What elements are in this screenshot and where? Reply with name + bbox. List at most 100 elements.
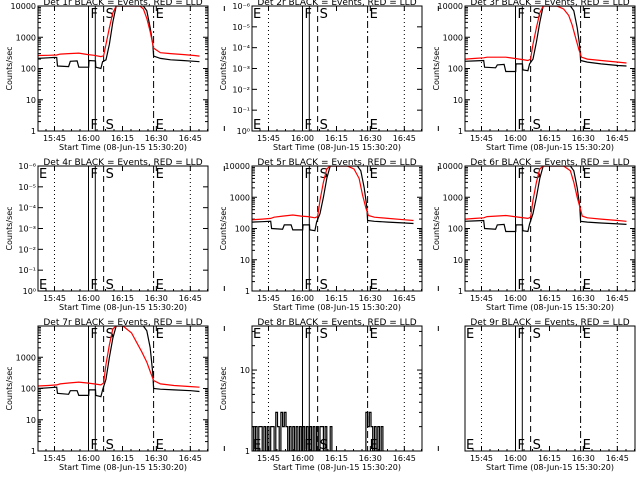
series-events <box>252 411 385 451</box>
marker-label: F <box>304 278 311 293</box>
x-tick-label: 16:15 <box>111 454 134 463</box>
series-lld <box>465 166 627 222</box>
x-tick-label: 16:45 <box>179 454 202 463</box>
x-tick-label: 16:45 <box>179 294 202 303</box>
x-tick-label: 15:45 <box>257 294 280 303</box>
marker-label: E <box>253 118 261 133</box>
x-axis-label: Start Time (08-Jun-15 15:30:20) <box>59 303 187 312</box>
x-tick-label: 16:45 <box>393 454 416 463</box>
y-tick-label: 10⁻⁵ <box>232 23 250 32</box>
y-tick-label: 10⁻⁴ <box>232 44 250 53</box>
marker-label: E <box>583 7 591 22</box>
x-tick-label: 16:00 <box>504 134 527 143</box>
x-tick-label: 16:45 <box>606 134 629 143</box>
y-tick-label: 10⁻² <box>18 245 36 254</box>
series-events <box>252 166 414 232</box>
y-tick-label: 10⁻¹ <box>232 106 250 115</box>
x-tick-label: 16:00 <box>291 134 314 143</box>
y-tick-label: 10000 <box>225 162 250 171</box>
panel-title: Det 9r BLACK = Events, RED = LLD <box>470 318 629 328</box>
y-axis-label: Counts/sec <box>219 366 228 410</box>
marker-label: E <box>370 327 378 342</box>
plot-frame <box>37 5 209 132</box>
x-tick-label: 16:00 <box>291 454 314 463</box>
x-tick-label: 15:45 <box>43 134 66 143</box>
plot-frame <box>37 325 209 452</box>
marker-label: E <box>370 7 378 22</box>
x-tick-label: 16:00 <box>291 294 314 303</box>
x-tick-label: 16:30 <box>572 134 595 143</box>
marker-label: F <box>517 327 524 342</box>
marker-label: F <box>517 7 524 22</box>
x-tick-label: 16:00 <box>77 294 100 303</box>
x-tick-label: 16:15 <box>111 134 134 143</box>
marker-label: E <box>156 278 164 293</box>
x-tick-label: 16:45 <box>393 134 416 143</box>
y-tick-label: 10 <box>240 366 250 375</box>
plot-frame <box>251 325 423 452</box>
x-axis-label: Start Time (08-Jun-15 15:30:20) <box>273 303 401 312</box>
x-tick-label: 16:15 <box>325 134 348 143</box>
plot-frame <box>464 165 636 292</box>
panel-title: Det 5r BLACK = Events, RED = LLD <box>257 158 416 168</box>
y-tick-label: 1000 <box>443 33 463 42</box>
x-tick-label: 15:45 <box>470 134 493 143</box>
x-tick-label: 16:30 <box>572 294 595 303</box>
y-tick-label: 10⁰ <box>237 127 250 136</box>
marker-label: S <box>106 278 114 293</box>
detector-panel-1: Det 1r BLACK = Events, RED = LLDFFSSEE11… <box>5 0 225 152</box>
y-tick-label: 10⁻¹ <box>18 266 36 275</box>
y-tick-label: 10⁻³ <box>232 65 250 74</box>
marker-label: F <box>90 167 97 182</box>
y-tick-label: 10⁻² <box>232 85 250 94</box>
x-tick-label: 16:30 <box>572 454 595 463</box>
series-events <box>38 326 200 398</box>
x-axis-label: Start Time (08-Jun-15 15:30:20) <box>486 463 614 472</box>
series-lld <box>465 6 627 64</box>
x-axis-label: Start Time (08-Jun-15 15:30:20) <box>273 143 401 152</box>
x-tick-label: 15:45 <box>257 454 280 463</box>
marker-label: E <box>253 327 261 342</box>
marker-label: S <box>106 118 114 133</box>
marker-label: E <box>583 278 591 293</box>
marker-label: S <box>106 327 114 342</box>
x-tick-label: 16:00 <box>77 454 100 463</box>
detector-panel-8: Det 8r BLACK = Events, RED = LLDEEFFSSEE… <box>219 318 439 472</box>
x-axis-label: Start Time (08-Jun-15 15:30:20) <box>273 463 401 472</box>
series-events <box>465 166 627 233</box>
panel-title: Det 1r BLACK = Events, RED = LLD <box>43 0 202 8</box>
y-tick-label: 1000 <box>230 193 250 202</box>
x-axis-label: Start Time (08-Jun-15 15:30:20) <box>486 143 614 152</box>
y-tick-label: 10⁻⁵ <box>18 183 36 192</box>
y-tick-label: 10000 <box>438 2 463 11</box>
marker-label: E <box>39 167 47 182</box>
marker-label: E <box>583 167 591 182</box>
marker-label: S <box>106 438 114 453</box>
marker-label: F <box>304 7 311 22</box>
x-tick-label: 16:30 <box>359 454 382 463</box>
x-tick-label: 15:45 <box>43 454 66 463</box>
panel-title: Det 3r BLACK = Events, RED = LLD <box>470 0 629 8</box>
marker-label: E <box>466 327 474 342</box>
marker-label: S <box>320 7 328 22</box>
marker-label: F <box>90 7 97 22</box>
y-tick-label: 10⁻⁶ <box>18 162 36 171</box>
plot-frame <box>251 5 423 132</box>
detector-panel-6: Det 6r BLACK = Events, RED = LLDFFSSEE11… <box>432 158 636 312</box>
series-lld <box>38 326 200 388</box>
marker-label: F <box>517 118 524 133</box>
marker-label: S <box>533 7 541 22</box>
x-tick-label: 16:30 <box>145 294 168 303</box>
marker-label: E <box>583 327 591 342</box>
x-axis-label: Start Time (08-Jun-15 15:30:20) <box>59 463 187 472</box>
marker-label: E <box>253 7 261 22</box>
marker-label: F <box>304 118 311 133</box>
marker-label: E <box>156 167 164 182</box>
x-tick-label: 16:00 <box>77 134 100 143</box>
y-tick-label: 10 <box>26 96 36 105</box>
y-tick-label: 100 <box>448 225 463 234</box>
marker-label: E <box>583 118 591 133</box>
y-tick-label: 10 <box>453 96 463 105</box>
y-axis-label: Counts/sec <box>219 206 228 250</box>
